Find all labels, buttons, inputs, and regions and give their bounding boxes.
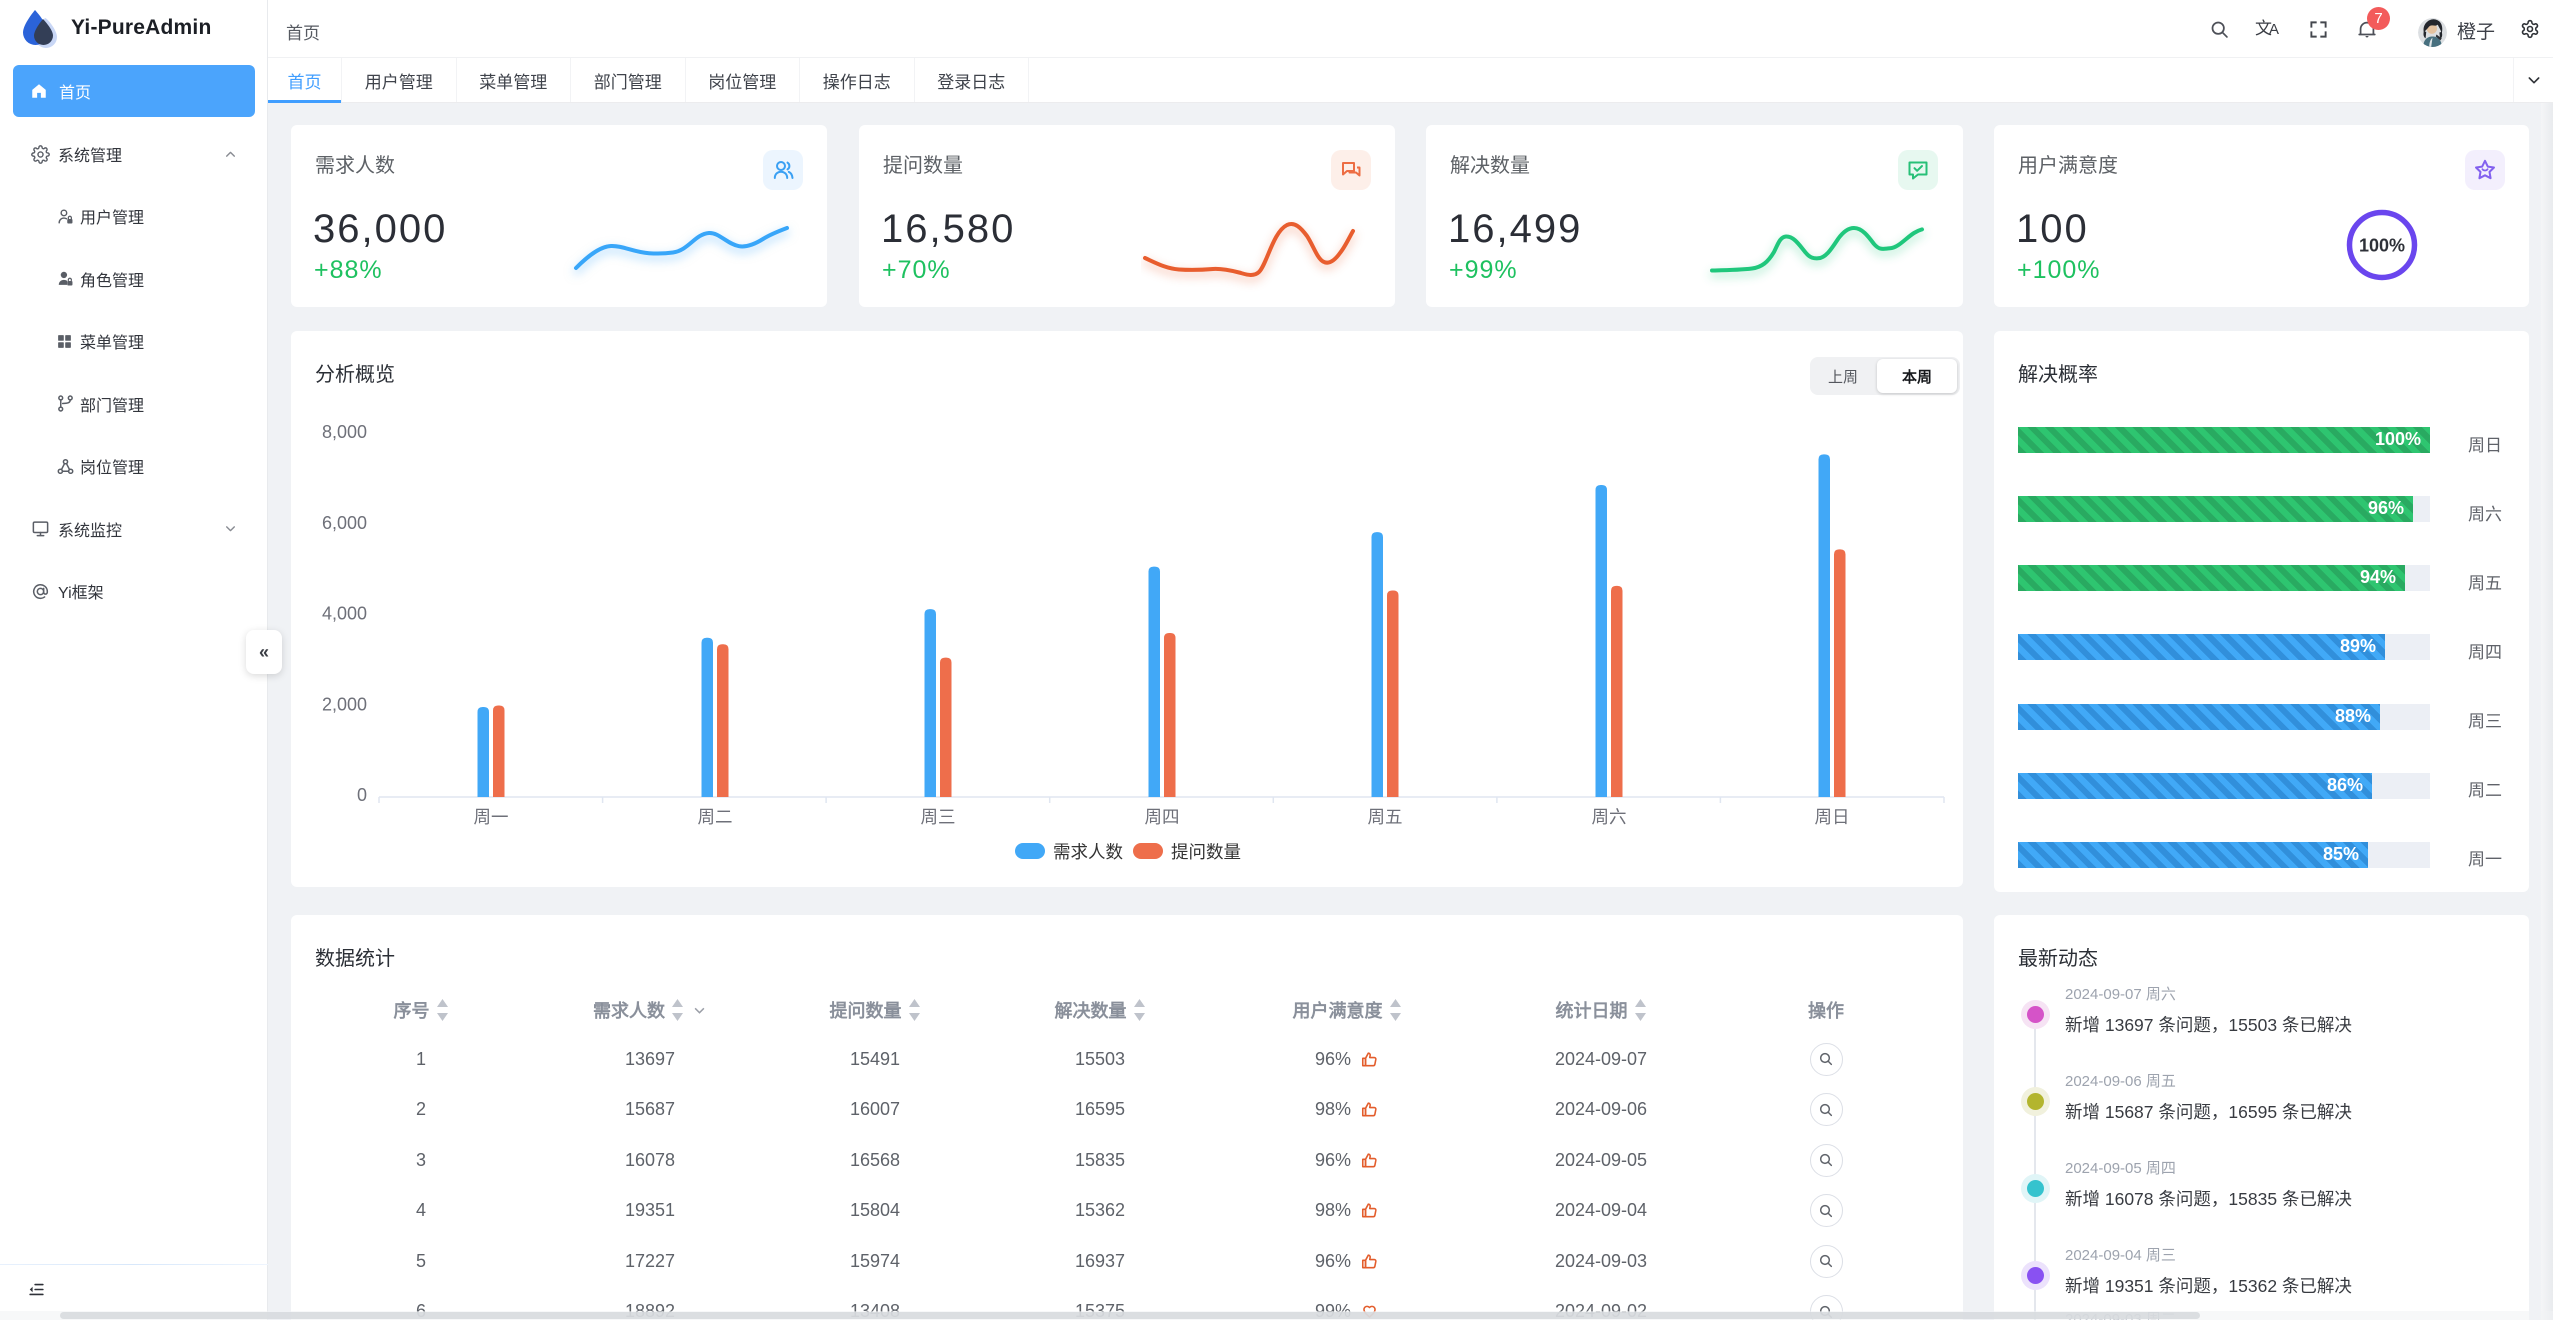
svg-text:提问数量: 提问数量 — [1171, 842, 1241, 862]
svg-text:周一: 周一 — [474, 807, 509, 827]
svg-text:2,000: 2,000 — [322, 694, 367, 714]
svg-text:8,000: 8,000 — [322, 422, 367, 442]
svg-text:需求人数: 需求人数 — [1053, 842, 1123, 862]
svg-text:100%: 100% — [2359, 236, 2405, 256]
svg-text:周六: 周六 — [1592, 807, 1627, 827]
svg-text:4,000: 4,000 — [322, 604, 367, 624]
svg-text:周四: 周四 — [1145, 807, 1180, 827]
svg-text:周二: 周二 — [698, 807, 733, 827]
svg-text:周三: 周三 — [921, 807, 956, 827]
svg-text:6,000: 6,000 — [322, 513, 367, 533]
svg-text:周日: 周日 — [1815, 807, 1850, 827]
svg-text:0: 0 — [357, 785, 367, 805]
svg-text:周五: 周五 — [1368, 807, 1403, 827]
